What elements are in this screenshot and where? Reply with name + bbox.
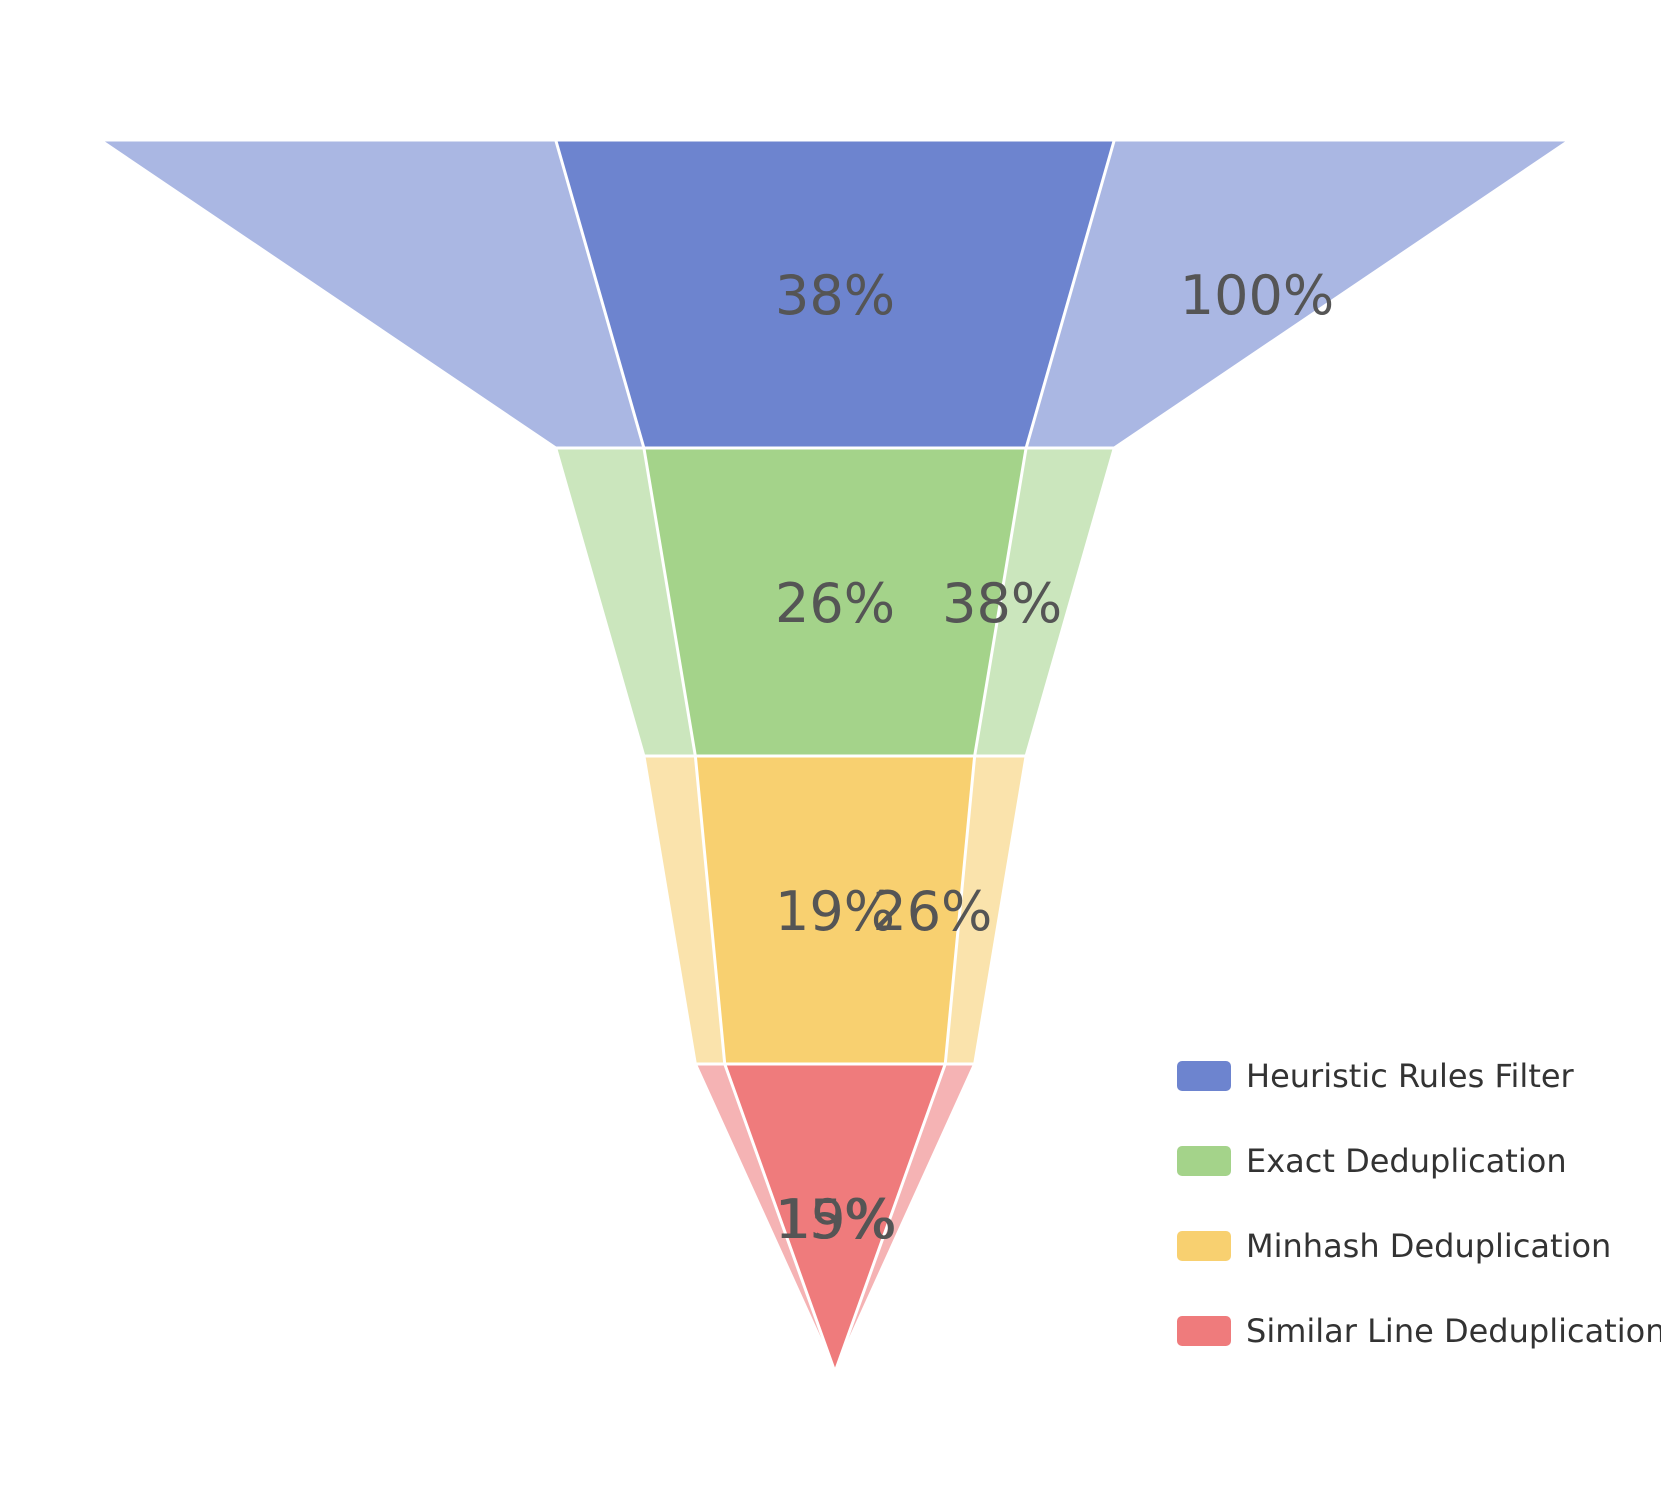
legend-label-0[interactable]: Heuristic Rules Filter [1246, 1057, 1575, 1095]
outer-value-label-1: 38% [942, 572, 1062, 635]
outer-value-label-0: 100% [1180, 264, 1334, 327]
funnel-layer [98, 138, 1572, 1374]
inner-value-label-2: 19% [775, 880, 895, 943]
legend-swatch-2[interactable] [1177, 1231, 1231, 1261]
inner-value-label-3: 15% [775, 1188, 895, 1251]
legend-swatch-1[interactable] [1177, 1146, 1231, 1176]
legend-label-2[interactable]: Minhash Deduplication [1246, 1227, 1611, 1265]
outer-value-label-2: 26% [872, 880, 992, 943]
label-layer: 38% 100%26% 38%19%26%15%19% [775, 264, 1334, 1251]
funnel-inner-stage-3[interactable] [723, 1062, 947, 1374]
legend: Heuristic Rules Filter Exact Deduplicati… [1177, 1057, 1661, 1350]
legend-swatch-0[interactable] [1177, 1061, 1231, 1091]
legend-label-3[interactable]: Similar Line Deduplication [1246, 1312, 1661, 1350]
inner-value-label-0: 38% [775, 264, 895, 327]
outer-value-label-3: 19% [777, 1188, 897, 1251]
inner-value-label-1: 26% [775, 572, 895, 635]
legend-label-1[interactable]: Exact Deduplication [1246, 1142, 1567, 1180]
legend-swatch-3[interactable] [1177, 1316, 1231, 1346]
